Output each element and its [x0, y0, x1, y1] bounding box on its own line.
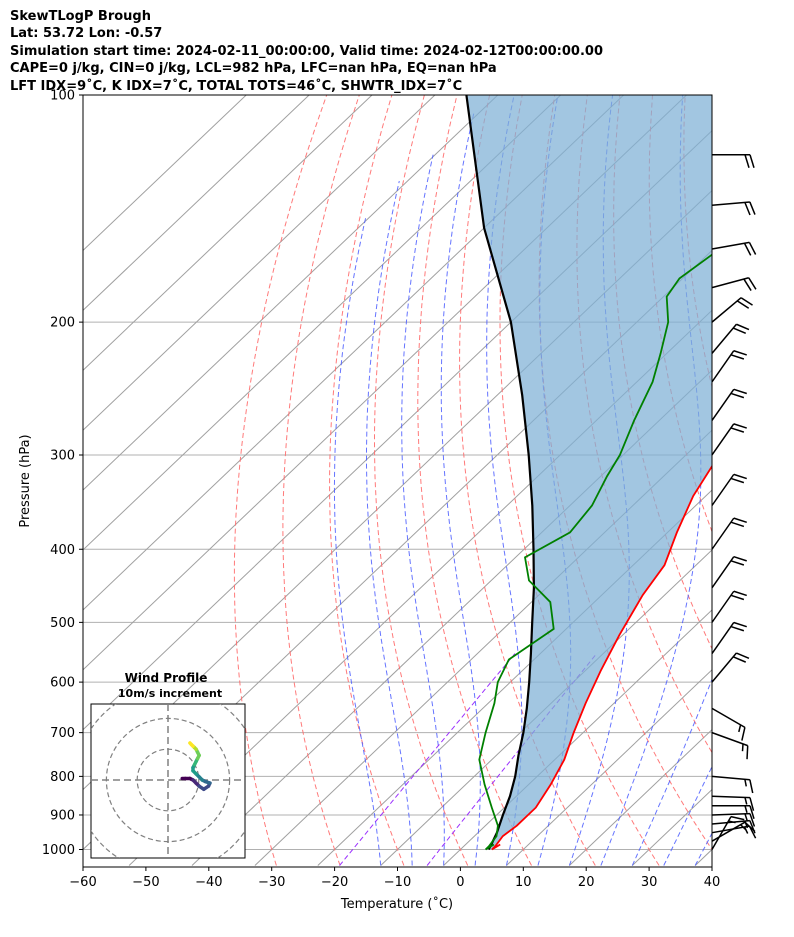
y-tick-label: 800: [50, 770, 75, 785]
indices-line-1: CAPE=0 j/kg, CIN=0 j/kg, LCL=982 hPa, LF…: [10, 61, 497, 77]
isotherm-line: [83, 95, 247, 252]
hodograph-subtitle: 10m/s increment: [118, 687, 222, 700]
wind-barb: [711, 707, 746, 741]
wind-barb: [711, 517, 747, 550]
y-tick-label: 400: [50, 543, 75, 558]
moist-adiabat: [366, 180, 413, 866]
cin-shading: [466, 95, 712, 850]
temperature-line: [491, 464, 712, 851]
isotherm-line: [443, 609, 712, 866]
wind-barb: [711, 388, 747, 421]
moist-adiabat: [333, 216, 382, 866]
y-tick-label: 500: [50, 616, 75, 631]
dry-adiabat: [783, 95, 794, 866]
x-tick-label: −10: [384, 875, 411, 890]
wind-barb: [711, 652, 750, 683]
dry-adiabat: [233, 95, 328, 866]
x-tick-label: 10: [515, 875, 532, 890]
mixing-ratio-line: [339, 653, 516, 866]
time-line: Simulation start time: 2024-02-11_00:00:…: [10, 43, 603, 59]
wind-barb: [711, 621, 747, 655]
wind-barb: [711, 775, 754, 794]
indices-line-2: LFT IDX=9˚C, K IDX=7˚C, TOTAL TOTS=46˚C,…: [10, 78, 463, 94]
wind-barb: [711, 241, 757, 256]
y-axis-label: Pressure (hPa): [18, 434, 33, 527]
y-tick-label: 900: [50, 808, 75, 823]
x-tick-label: −40: [195, 875, 222, 890]
wind-barb: [711, 819, 756, 834]
chart-title: SkewTLogP Brough: [10, 9, 151, 24]
wind-barb: [711, 473, 747, 506]
wind-barb: [711, 350, 747, 383]
moist-adiabat: [440, 110, 481, 866]
wind-barb: [711, 423, 747, 456]
isotherm-line: [506, 669, 712, 866]
wind-barb: [711, 795, 755, 811]
chart-header: SkewTLogP Brough Lat: 53.72 Lon: -0.57 S…: [10, 8, 603, 95]
wind-barb: [711, 812, 756, 827]
y-tick-label: 700: [50, 726, 75, 741]
moist-adiabat: [401, 154, 445, 866]
y-tick-label: 1000: [42, 843, 75, 858]
dry-adiabat: [750, 95, 794, 866]
x-tick-label: −60: [69, 875, 96, 890]
isotherm-line: [569, 729, 712, 866]
x-axis-label: Temperature (˚C): [340, 896, 453, 912]
isotherm-line: [317, 489, 712, 866]
wind-barb: [712, 804, 755, 819]
x-tick-label: −50: [132, 875, 159, 890]
x-tick-label: −20: [321, 875, 348, 890]
isotherm-line: [83, 95, 436, 431]
moist-adiabat: [631, 678, 712, 866]
y-tick-label: 100: [50, 89, 75, 104]
hodograph-trace: [188, 741, 194, 747]
x-tick-label: 20: [578, 875, 595, 890]
dry-adiabat: [459, 95, 596, 866]
isotherm-line: [83, 95, 373, 371]
y-tick-label: 200: [50, 316, 75, 331]
wind-barb: [711, 201, 756, 216]
wind-barb: [712, 153, 755, 168]
parcel-path-line: [465, 95, 536, 851]
wind-barb: [711, 731, 749, 760]
wind-barb: [711, 277, 757, 291]
isotherm-line: [380, 549, 712, 866]
isotherm-line: [83, 95, 310, 312]
y-tick-label: 300: [50, 448, 75, 463]
x-tick-label: −30: [258, 875, 285, 890]
wind-barb: [711, 590, 747, 623]
wind-barb: [711, 297, 753, 323]
wind-barb: [711, 556, 747, 589]
dry-adiabat: [329, 95, 405, 866]
moist-adiabat: [663, 765, 712, 866]
y-tick-label: 600: [50, 676, 75, 691]
wind-barb: [711, 825, 757, 839]
x-tick-label: 0: [456, 875, 464, 890]
dry-adiabat: [374, 95, 469, 866]
location-line: Lat: 53.72 Lon: -0.57: [10, 26, 163, 42]
isotherm-line: [83, 95, 499, 491]
x-tick-label: 30: [641, 875, 658, 890]
isotherm-line: [83, 95, 562, 551]
dry-adiabat: [282, 95, 360, 866]
dewpoint-line: [478, 253, 712, 851]
hodograph-title: Wind Profile: [125, 671, 208, 685]
wind-barb: [711, 323, 750, 354]
x-tick-label: 40: [704, 875, 721, 890]
